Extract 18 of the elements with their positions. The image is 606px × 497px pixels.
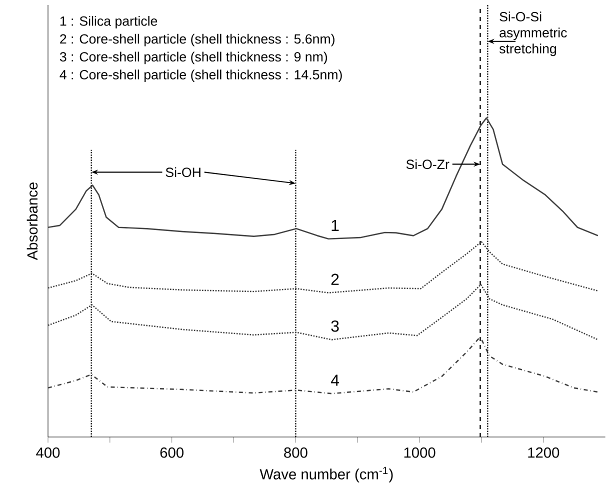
annotation: Si-OH [166, 167, 200, 178]
x-tick-label: 1000 [404, 447, 436, 458]
text: 3 : Core-shell particle (shell thickness : 9 nm) [60, 52, 328, 64]
x-tick-label: 1200 [528, 447, 560, 458]
x-tick-label: 600 [160, 447, 184, 458]
x-tick-label: 400 [36, 447, 60, 458]
annotation: Si-O-Si asymmetric stretching [499, 12, 567, 56]
series-label: 2 [331, 274, 339, 285]
x-axis-title: Wave number (cm$^{-1}$) [260, 466, 393, 482]
x-tick-label: 800 [284, 447, 308, 458]
text: 2 : Core-shell particle (shell thickness : 5.6nm) [60, 34, 334, 46]
series-label: 1 [332, 220, 339, 231]
series-label: 3 [331, 320, 339, 332]
text: 4 : Core-shell particle (shell thickness : 14.5nm) [60, 70, 342, 82]
annotation: Si-O-Zr [406, 159, 450, 170]
text: 1 : Silica particle [60, 16, 158, 28]
y-axis-title: Absorbance [26, 182, 38, 260]
series-label: 4 [330, 374, 339, 386]
